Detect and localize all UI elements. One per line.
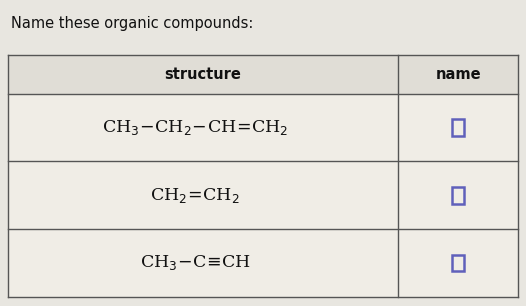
Text: name: name — [436, 67, 481, 82]
Bar — [8, 55, 518, 297]
Text: CH$_3\!-\!$C$\!\equiv\!$CH: CH$_3\!-\!$C$\!\equiv\!$CH — [140, 253, 251, 272]
Text: structure: structure — [165, 67, 241, 82]
Bar — [8, 55, 518, 94]
Text: Name these organic compounds:: Name these organic compounds: — [11, 16, 253, 31]
Bar — [452, 119, 464, 136]
Bar — [452, 255, 464, 271]
Text: CH$_3\!-\!$CH$_2\!-\!$CH$\!=\!$CH$_2$: CH$_3\!-\!$CH$_2\!-\!$CH$\!=\!$CH$_2$ — [102, 118, 288, 137]
Bar — [452, 187, 464, 204]
Text: CH$_2\!=\!$CH$_2$: CH$_2\!=\!$CH$_2$ — [150, 186, 240, 205]
